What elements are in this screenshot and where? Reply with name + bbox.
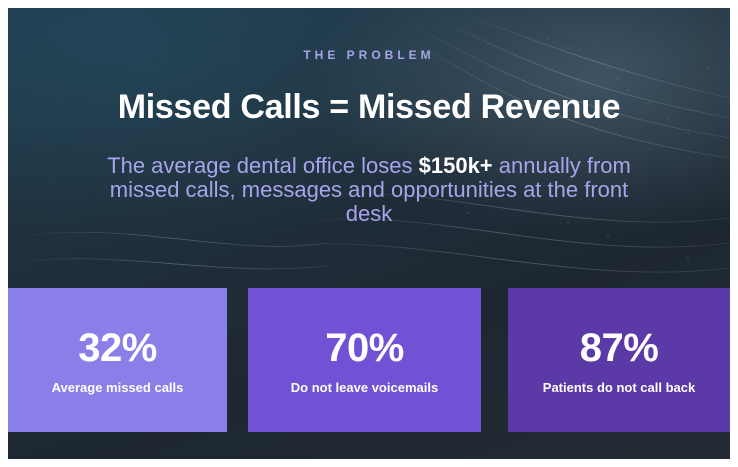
stat-value: 87% bbox=[579, 326, 659, 370]
subtitle-text-before: The average dental office loses bbox=[107, 153, 419, 178]
particle-wave-background bbox=[8, 8, 730, 273]
stat-value: 70% bbox=[325, 326, 404, 370]
stat-label: Do not leave voicemails bbox=[290, 380, 439, 395]
stat-label: Patients do not call back bbox=[542, 380, 696, 395]
slide-subtitle: The average dental office loses $150k+ a… bbox=[88, 154, 650, 226]
subtitle-highlight-amount: $150k+ bbox=[418, 153, 493, 178]
stat-card-missed-calls: 32% Average missed calls bbox=[8, 288, 227, 432]
stat-label: Average missed calls bbox=[51, 380, 184, 395]
slide-title: Missed Calls = Missed Revenue bbox=[117, 88, 621, 126]
subtitle-text-after: annually from missed calls, messages and… bbox=[109, 153, 631, 226]
slide-frame: THE PROBLEM Missed Calls = Missed Revenu… bbox=[8, 8, 730, 459]
stat-card-call-back: 87% Patients do not call back bbox=[508, 288, 730, 432]
section-kicker: THE PROBLEM bbox=[303, 48, 435, 62]
stat-card-voicemails: 70% Do not leave voicemails bbox=[248, 288, 481, 432]
stats-row: 32% Average missed calls 70% Do not leav… bbox=[8, 288, 730, 432]
stat-value: 32% bbox=[78, 326, 157, 370]
